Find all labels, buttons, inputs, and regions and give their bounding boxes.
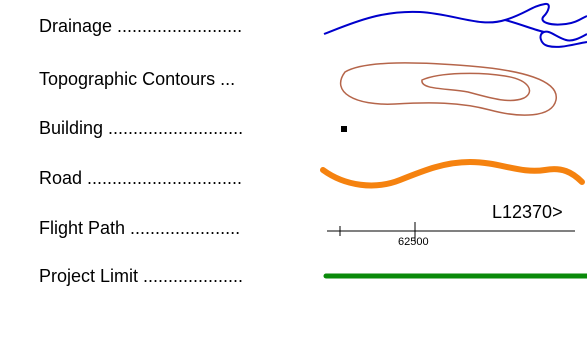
flight-path-symbol: L12370> 62500 — [327, 202, 575, 248]
flight-fiducial-number: 62500 — [398, 236, 429, 248]
legend-label-flight-path: Flight Path ...................... — [39, 218, 241, 238]
legend-label-road: Road ............................... — [39, 168, 243, 188]
legend-label-project-limit: Project Limit .................... — [39, 266, 244, 286]
flight-line-number: L12370> — [492, 202, 563, 222]
building-symbol — [341, 126, 347, 132]
legend-label-drainage: Drainage ......................... — [39, 16, 243, 36]
road-symbol — [320, 158, 585, 189]
drainage-symbol — [323, 2, 587, 48]
contour-symbol — [339, 62, 557, 116]
legend-label-building: Building ........................... — [39, 118, 244, 138]
legend-label-contours: Topographic Contours ... — [39, 69, 236, 89]
